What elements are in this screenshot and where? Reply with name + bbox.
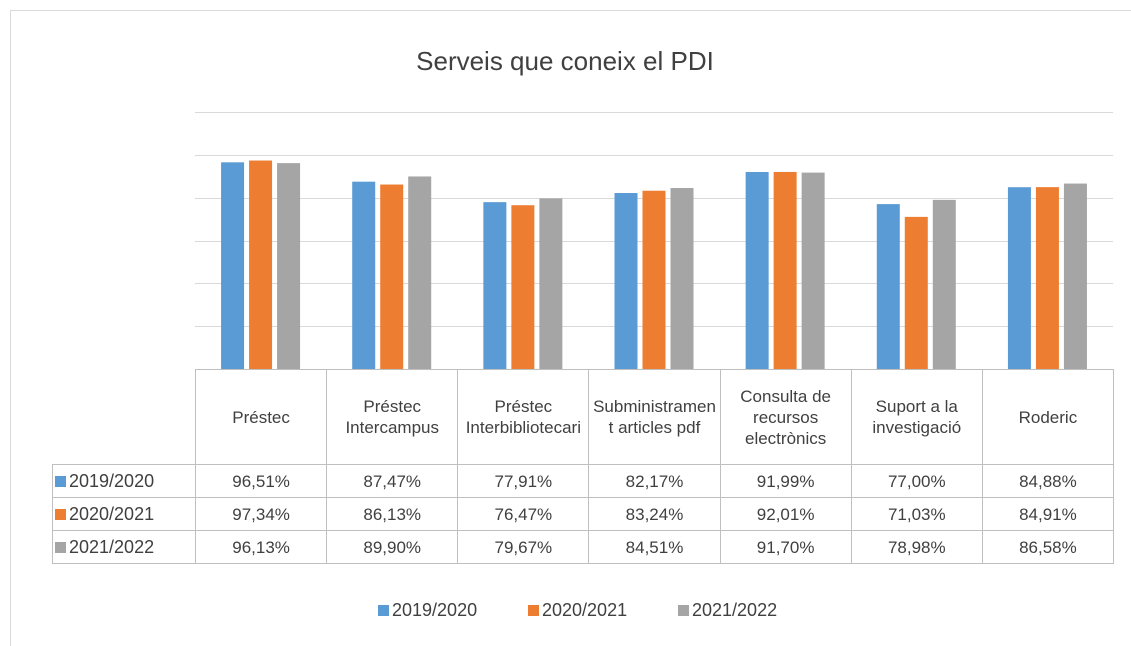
value-cell: 84,51% <box>588 530 721 564</box>
legend-key <box>55 508 66 520</box>
legend-key <box>55 541 66 553</box>
value-cell: 91,99% <box>719 464 852 498</box>
value-cell: 83,24% <box>588 497 721 531</box>
series-label: 2020/2021 <box>69 503 155 524</box>
bar <box>801 172 825 369</box>
legend-swatch <box>378 605 389 616</box>
category-cell: Roderic <box>981 369 1114 465</box>
legend-item: 2021/2022 <box>678 600 777 621</box>
series-cell: 2019/2020 <box>52 464 196 498</box>
bar <box>904 216 928 369</box>
category-cell: Suport a la investigació <box>850 369 983 465</box>
chart-border <box>10 10 1131 646</box>
series-label: 2021/2022 <box>69 536 155 557</box>
bar <box>773 171 797 369</box>
bar <box>249 160 273 369</box>
bar <box>408 176 432 369</box>
bar <box>483 202 507 369</box>
bar <box>642 190 666 369</box>
value-cell: 86,58% <box>981 530 1114 564</box>
value-cell: 84,88% <box>981 464 1114 498</box>
value-cell: 86,13% <box>326 497 459 531</box>
series-label: 2019/2020 <box>69 470 155 491</box>
value-cell: 71,03% <box>850 497 983 531</box>
legend-label: 2019/2020 <box>392 600 478 620</box>
legend-label: 2020/2021 <box>542 600 628 620</box>
legend-item: 2020/2021 <box>528 600 627 621</box>
bar <box>614 193 638 369</box>
category-cell: Préstec <box>195 369 328 465</box>
value-cell: 76,47% <box>457 497 590 531</box>
series-cell: 2021/2022 <box>52 530 196 564</box>
bar <box>670 188 694 369</box>
bar <box>932 199 956 369</box>
category-cell: Préstec Interbibliotecari <box>457 369 590 465</box>
bar <box>876 204 900 369</box>
value-cell: 84,91% <box>981 497 1114 531</box>
bar <box>352 181 376 369</box>
bar <box>277 163 301 369</box>
bar <box>745 171 769 369</box>
value-cell: 78,98% <box>850 530 983 564</box>
value-cell: 82,17% <box>588 464 721 498</box>
bar <box>1007 187 1031 369</box>
value-cell: 96,13% <box>195 530 328 564</box>
bar <box>1063 183 1087 369</box>
value-cell: 89,90% <box>326 530 459 564</box>
value-cell: 77,00% <box>850 464 983 498</box>
legend-swatch <box>678 605 689 616</box>
bar <box>511 205 535 369</box>
category-cell: Subministrament articles pdf <box>588 369 721 465</box>
series-cell: 2020/2021 <box>52 497 196 531</box>
bar <box>221 162 245 369</box>
value-cell: 96,51% <box>195 464 328 498</box>
legend-item: 2019/2020 <box>378 600 477 621</box>
value-cell: 77,91% <box>457 464 590 498</box>
category-cell: Préstec Intercampus <box>326 369 459 465</box>
category-cell: Consulta de recursos electrònics <box>719 369 852 465</box>
value-cell: 97,34% <box>195 497 328 531</box>
legend-swatch <box>528 605 539 616</box>
value-cell: 91,70% <box>719 530 852 564</box>
value-cell: 87,47% <box>326 464 459 498</box>
value-cell: 79,67% <box>457 530 590 564</box>
bar <box>380 184 404 369</box>
value-cell: 92,01% <box>719 497 852 531</box>
legend-key <box>55 475 66 487</box>
legend-label: 2021/2022 <box>692 600 778 620</box>
chart-title: Serveis que coneix el PDI <box>416 46 714 76</box>
bar <box>1035 187 1059 369</box>
bar <box>539 198 563 369</box>
